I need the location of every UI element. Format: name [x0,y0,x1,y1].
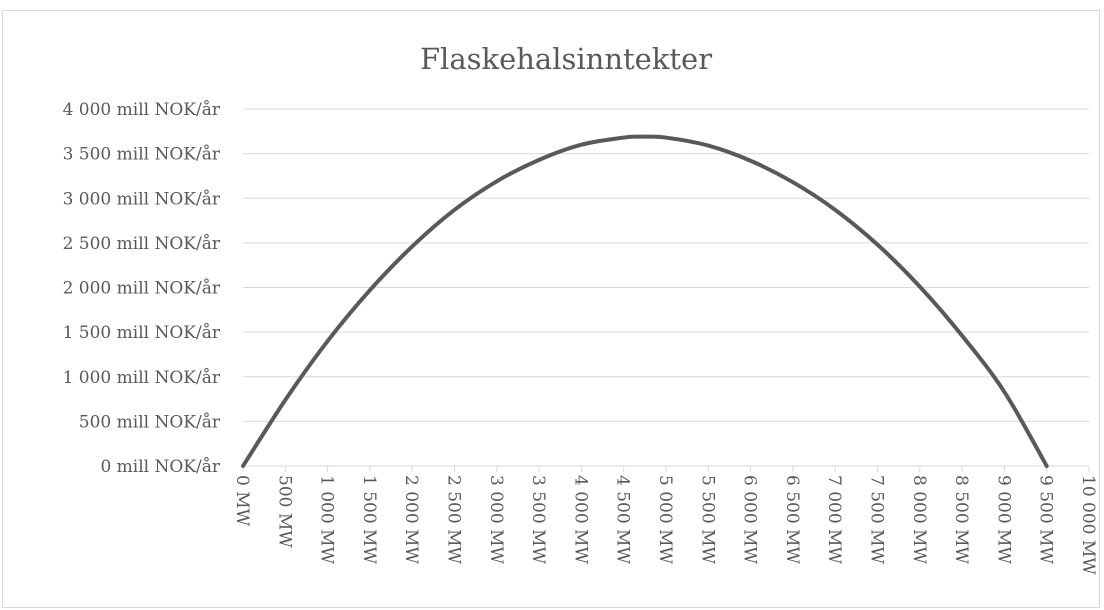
x-tick-label: 2 500 MW [444,475,464,564]
y-tick-label: 2 500 mill NOK/år [63,234,221,254]
x-tick-label: 8 000 MW [909,475,929,564]
y-tick-label: 3 000 mill NOK/år [63,189,221,209]
x-tick-label: 3 000 MW [486,475,506,564]
x-tick-label: 5 500 MW [697,475,717,564]
series-layer [241,134,1049,468]
x-tick-label: 500 MW [274,475,294,548]
x-tick-label: 6 500 MW [782,475,802,564]
x-tick-label: 4 000 MW [570,475,590,564]
y-tick-label: 4 000 mill NOK/år [63,100,221,120]
chart-frame [2,10,1100,608]
series-line [241,134,1049,468]
x-tick-label: 10 000 MW [1078,475,1098,575]
x-tick-label: 1 000 MW [317,475,337,564]
x-tick-label: 7 000 MW [824,475,844,564]
chart-title: Flaskehalsinntekter [420,42,712,76]
x-tick-label: 5 000 MW [655,475,675,564]
x-tick-label: 1 500 MW [359,475,379,564]
x-tick-label: 8 500 MW [951,475,971,564]
y-tick-label: 2 000 mill NOK/år [63,279,221,299]
grid-layer [242,108,1090,472]
x-tick-label: 2 000 MW [401,475,421,564]
x-tick-label: 7 500 MW [867,475,887,564]
x-tick-label: 6 000 MW [740,475,760,564]
y-axis-tick-labels: 0 mill NOK/år 500 mill NOK/år 1 000 mill N… [63,100,221,477]
y-tick-label: 3 500 mill NOK/år [63,145,221,165]
x-tick-label: 0 MW [232,475,252,527]
x-tick-label: 3 500 MW [528,475,548,564]
y-tick-label: 0 mill NOK/år [100,457,220,477]
x-tick-label: 4 500 MW [613,475,633,564]
y-tick-label: 500 mill NOK/år [79,412,221,432]
y-tick-label: 1 500 mill NOK/år [63,323,221,343]
y-tick-label: 1 000 mill NOK/år [63,368,221,388]
x-tick-label: 9 500 MW [1036,475,1056,564]
x-axis-tick-labels: 0 MW 500 MW 1 000 MW 1 500 MW 2 000 MW 2 500 … [232,475,1098,575]
x-tick-label: 9 000 MW [993,475,1013,564]
